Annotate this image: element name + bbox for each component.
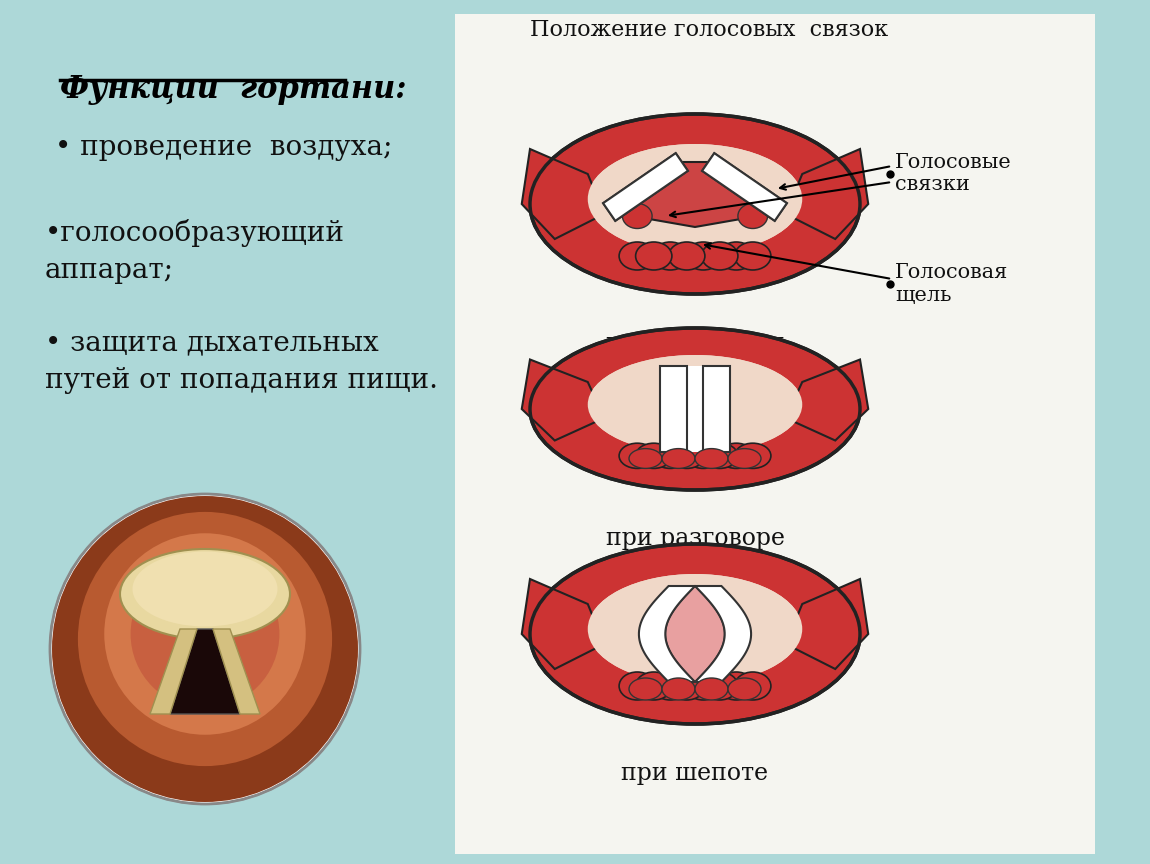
Polygon shape [703,153,787,221]
Ellipse shape [685,672,721,700]
Ellipse shape [695,678,728,700]
Ellipse shape [588,574,803,684]
Ellipse shape [530,114,860,294]
Ellipse shape [619,672,656,700]
Polygon shape [150,629,197,714]
Circle shape [78,511,332,766]
Ellipse shape [685,242,721,270]
Polygon shape [603,153,688,221]
Ellipse shape [588,355,803,454]
Ellipse shape [662,448,695,468]
Ellipse shape [718,242,754,270]
Polygon shape [522,359,604,441]
Ellipse shape [636,242,672,270]
Text: Голосовые
связки: Голосовые связки [895,154,1012,194]
Polygon shape [522,579,604,669]
Text: • защита дыхательных
путей от попадания пищи.: • защита дыхательных путей от попадания … [45,329,438,393]
Text: •голосообразующий
аппарат;: •голосообразующий аппарат; [45,219,345,284]
Ellipse shape [718,443,754,468]
Text: Положение голосовых  связок: Положение голосовых связок [530,19,888,41]
Text: • проведение  воздуха;: • проведение воздуха; [55,134,392,161]
Text: Функции  гортани:: Функции гортани: [60,74,406,105]
Ellipse shape [636,672,672,700]
Ellipse shape [588,355,803,454]
Ellipse shape [735,672,770,700]
Ellipse shape [619,242,656,270]
Ellipse shape [652,672,689,700]
Ellipse shape [718,672,754,700]
Polygon shape [170,629,240,714]
Ellipse shape [588,574,803,684]
Polygon shape [785,579,868,669]
Ellipse shape [668,672,705,700]
Ellipse shape [685,443,721,468]
Ellipse shape [132,551,277,626]
Ellipse shape [662,678,695,700]
Ellipse shape [636,443,672,468]
Polygon shape [639,586,695,682]
Ellipse shape [588,144,803,254]
Polygon shape [213,629,260,714]
Polygon shape [703,153,787,221]
Polygon shape [603,153,688,221]
Polygon shape [522,149,604,239]
Text: при разговоре: при разговоре [606,527,784,550]
Ellipse shape [702,443,738,468]
Polygon shape [610,162,781,227]
Ellipse shape [652,443,689,468]
Text: при молчании: при молчании [606,332,784,355]
Polygon shape [785,149,868,239]
Text: при шепоте: при шепоте [621,762,768,785]
Ellipse shape [120,549,290,639]
Ellipse shape [728,448,761,468]
Ellipse shape [668,242,705,270]
Ellipse shape [702,242,738,270]
Ellipse shape [622,204,652,228]
Ellipse shape [530,328,860,490]
Ellipse shape [629,678,662,700]
Ellipse shape [619,443,656,468]
Polygon shape [666,586,724,682]
Ellipse shape [530,544,860,724]
Ellipse shape [588,144,803,254]
Polygon shape [660,365,687,452]
Circle shape [49,494,360,804]
Ellipse shape [629,448,662,468]
Ellipse shape [735,443,770,468]
Polygon shape [687,365,704,452]
Ellipse shape [702,672,738,700]
Ellipse shape [652,242,689,270]
Text: Голосовая
щель: Голосовая щель [895,264,1009,304]
Circle shape [105,533,306,734]
Polygon shape [695,586,751,682]
Polygon shape [785,359,868,441]
Polygon shape [704,365,729,452]
Circle shape [131,560,279,708]
Ellipse shape [728,678,761,700]
Ellipse shape [738,204,767,228]
Ellipse shape [695,448,728,468]
Circle shape [52,496,358,802]
Ellipse shape [668,443,705,468]
FancyBboxPatch shape [455,14,1095,854]
Ellipse shape [735,242,770,270]
